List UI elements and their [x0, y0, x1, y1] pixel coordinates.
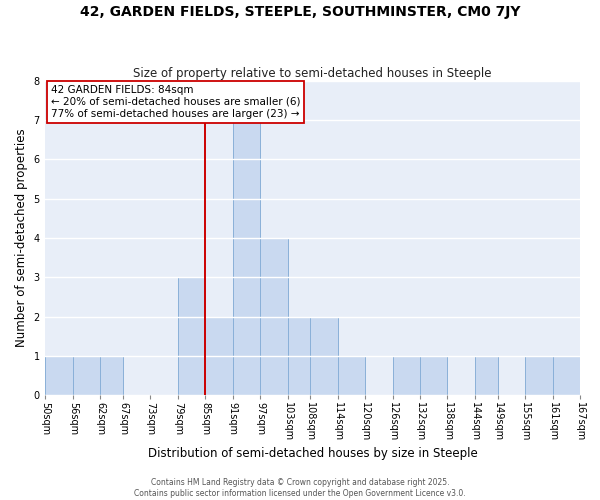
Title: Size of property relative to semi-detached houses in Steeple: Size of property relative to semi-detach…	[133, 66, 492, 80]
Bar	[287, 316, 310, 395]
Bar	[260, 238, 287, 395]
Bar	[205, 316, 233, 395]
Bar	[100, 356, 123, 395]
Text: Contains HM Land Registry data © Crown copyright and database right 2025.
Contai: Contains HM Land Registry data © Crown c…	[134, 478, 466, 498]
Bar	[338, 356, 365, 395]
Bar	[233, 120, 260, 395]
Bar	[475, 356, 498, 395]
X-axis label: Distribution of semi-detached houses by size in Steeple: Distribution of semi-detached houses by …	[148, 447, 478, 460]
Y-axis label: Number of semi-detached properties: Number of semi-detached properties	[15, 128, 28, 347]
Bar	[392, 356, 420, 395]
Bar	[420, 356, 448, 395]
Text: 42, GARDEN FIELDS, STEEPLE, SOUTHMINSTER, CM0 7JY: 42, GARDEN FIELDS, STEEPLE, SOUTHMINSTER…	[80, 5, 520, 19]
Bar	[178, 277, 205, 395]
Bar	[553, 356, 580, 395]
Bar	[46, 356, 73, 395]
Bar	[73, 356, 100, 395]
Bar	[310, 316, 338, 395]
Text: 42 GARDEN FIELDS: 84sqm
← 20% of semi-detached houses are smaller (6)
77% of sem: 42 GARDEN FIELDS: 84sqm ← 20% of semi-de…	[51, 86, 300, 118]
Bar	[525, 356, 553, 395]
